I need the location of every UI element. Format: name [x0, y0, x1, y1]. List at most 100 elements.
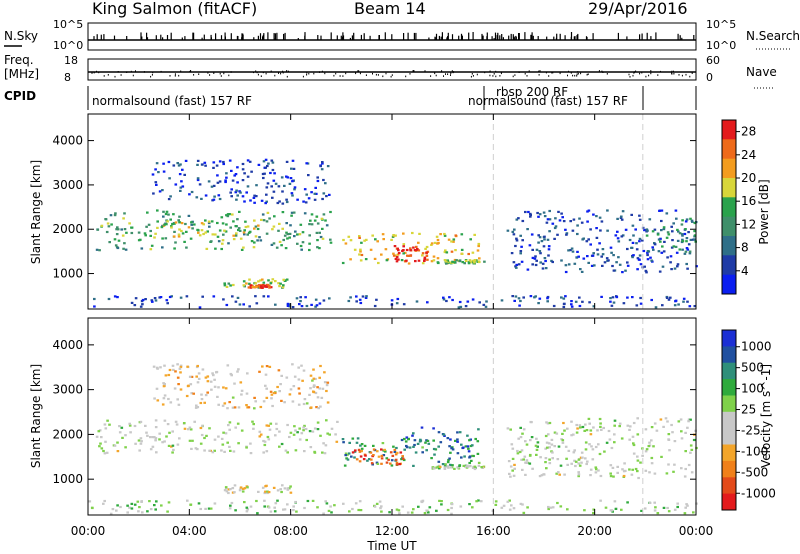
heatmap-cell: [221, 222, 225, 225]
heatmap-cell: [378, 500, 382, 503]
heatmap-cell: [318, 387, 322, 390]
heatmap-cell: [168, 431, 171, 434]
heatmap-cell: [297, 366, 300, 369]
heatmap-cell: [223, 282, 226, 285]
heatmap-cell: [460, 443, 463, 446]
heatmap-cell: [636, 459, 640, 462]
heatmap-cell: [586, 460, 589, 463]
heatmap-cell: [684, 220, 688, 223]
heatmap-cell: [477, 244, 480, 248]
heatmap-cell: [206, 230, 209, 233]
heatmap-cell: [546, 422, 550, 425]
heatmap-cell: [522, 296, 525, 299]
heatmap-cell: [607, 429, 611, 433]
freq-dot: [150, 75, 152, 78]
heatmap-cell: [519, 426, 522, 429]
heatmap-cell: [605, 257, 609, 260]
nsky-spike: [330, 32, 332, 40]
freq-dot: [178, 74, 180, 77]
heatmap-cell: [687, 463, 691, 467]
heatmap-cell: [138, 506, 141, 509]
heatmap-cell: [225, 303, 229, 307]
heatmap-cell: [312, 377, 316, 380]
nsky-spike: [556, 33, 558, 40]
heatmap-cell: [433, 241, 437, 244]
heatmap-cell: [601, 248, 605, 251]
heatmap-cell: [220, 216, 224, 219]
nsky-spike: [193, 32, 195, 40]
heatmap-cell: [191, 439, 194, 442]
heatmap-cell: [380, 505, 383, 508]
freq-dot: [471, 73, 473, 75]
heatmap-cell: [509, 465, 513, 468]
heatmap-cell: [265, 186, 269, 189]
heatmap-cell: [631, 296, 634, 299]
heatmap-cell: [527, 210, 530, 214]
freq-dot: [372, 72, 373, 75]
heatmap-cell: [584, 448, 588, 451]
heatmap-cell: [609, 464, 613, 467]
heatmap-cell: [394, 257, 398, 260]
nsky-spike: [342, 36, 344, 40]
nave-tick-top: 60: [706, 54, 720, 67]
heatmap-cell: [611, 296, 615, 299]
nsky-spike: [617, 32, 619, 40]
freq-dot: [262, 71, 264, 74]
heatmap-cell: [180, 229, 183, 233]
heatmap-cell: [459, 305, 463, 308]
heatmap-cell: [521, 503, 524, 506]
heatmap-cell: [449, 451, 452, 454]
heatmap-cell: [211, 372, 214, 375]
heatmap-cell: [613, 500, 617, 503]
heatmap-cell: [438, 499, 441, 502]
heatmap-cell: [592, 508, 595, 511]
heatmap-cell: [440, 500, 443, 503]
nsky-spike: [220, 35, 223, 40]
heatmap-cell: [289, 388, 293, 391]
heatmap-cell: [616, 217, 619, 220]
nsky-spike: [103, 34, 105, 40]
heatmap-cell: [562, 297, 566, 300]
heatmap-cell: [228, 213, 231, 216]
heatmap-cell: [218, 180, 222, 183]
heatmap-cell: [402, 303, 406, 306]
heatmap-cell: [550, 438, 554, 441]
heatmap-cell: [458, 431, 462, 434]
heatmap-cell: [632, 234, 635, 237]
heatmap-cell: [327, 509, 331, 512]
heatmap-cell: [93, 297, 96, 301]
heatmap-cell: [425, 439, 428, 442]
freq-dot: [441, 70, 443, 72]
heatmap-cell: [632, 452, 636, 455]
heatmap-cell: [402, 243, 406, 246]
colorbar-swatch: [722, 216, 736, 237]
heatmap-cell: [591, 458, 595, 461]
heatmap-cell: [296, 198, 299, 201]
heatmap-cell: [234, 225, 238, 228]
heatmap-cell: [645, 271, 648, 274]
heatmap-cell: [173, 387, 177, 390]
heatmap-cell: [650, 426, 654, 429]
heatmap-cell: [209, 507, 213, 510]
heatmap-cell: [140, 500, 143, 503]
heatmap-cell: [467, 252, 470, 256]
heatmap-cell: [613, 433, 616, 436]
heatmap-cell: [451, 448, 455, 451]
freq-dot: [359, 72, 361, 75]
heatmap-cell: [421, 446, 424, 449]
heatmap-cell: [534, 263, 538, 267]
heatmap-cell: [139, 305, 143, 308]
heatmap-cell: [255, 184, 258, 187]
colorbar-tick-label: 500: [741, 361, 764, 375]
heatmap-cell: [638, 254, 642, 257]
heatmap-cell: [515, 266, 518, 269]
heatmap-cell: [635, 304, 639, 307]
heatmap-cell: [267, 284, 271, 287]
freq-dot: [577, 71, 579, 73]
nsky-spike: [113, 35, 116, 40]
heatmap-cell: [285, 160, 289, 163]
heatmap-cell: [358, 460, 362, 463]
heatmap-cell: [330, 427, 334, 430]
heatmap-cell: [436, 257, 440, 260]
